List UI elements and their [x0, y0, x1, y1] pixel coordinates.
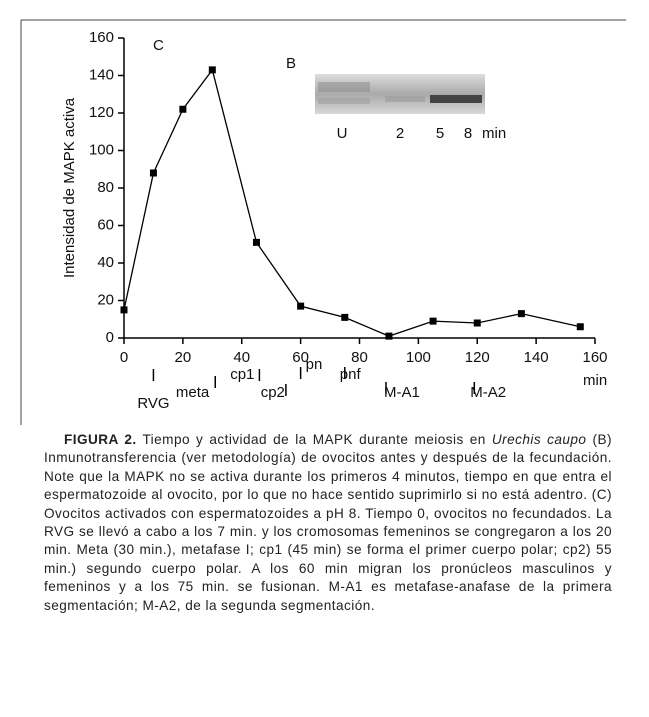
event-label: M-A2 [470, 384, 506, 401]
caption: FIGURA 2. Tiempo y actividad de la MAPK … [44, 431, 612, 615]
y-tick-label: 40 [97, 254, 114, 271]
species: Urechis caupo [491, 432, 587, 447]
data-point [341, 313, 349, 321]
x-tick-label: 0 [120, 349, 128, 366]
event-label: RVG [137, 395, 169, 412]
caption-label: FIGURA 2. [64, 432, 137, 447]
data-point [120, 306, 128, 314]
blot-band [318, 98, 370, 104]
x-tick-label: 60 [292, 349, 309, 366]
y-tick-label: 20 [97, 291, 114, 308]
blot-band [318, 82, 370, 92]
y-tick-label: 100 [89, 141, 114, 158]
y-tick-label: 80 [97, 179, 114, 196]
x-tick-label: 40 [233, 349, 250, 366]
data-point [385, 332, 393, 340]
chart: C B U 2 5 8 min min Intensidad de MAPK a… [20, 19, 626, 425]
data-point [179, 105, 187, 113]
lane-label: 5 [436, 125, 444, 142]
lane-label: 8 [464, 125, 472, 142]
data-point [297, 302, 305, 310]
caption-text: (B) Inmunotransferencia (ver metodología… [44, 432, 613, 613]
panel-label: C [153, 37, 164, 54]
lane-label: 2 [396, 125, 404, 142]
x-tick-label: 140 [524, 349, 549, 366]
data-point [429, 317, 437, 325]
y-tick-label: 120 [89, 104, 114, 121]
y-axis-label: Intensidad de MAPK activa [61, 97, 78, 278]
event-label: pnf [340, 366, 362, 383]
data-line [123, 68, 581, 337]
event-label: pn [306, 356, 323, 373]
inset-label: B [286, 55, 296, 72]
x-tick-label: 100 [406, 349, 431, 366]
x-tick-label: 120 [465, 349, 490, 366]
data-point [576, 323, 584, 331]
lane-unit: min [482, 125, 506, 142]
event-label: meta [176, 384, 210, 401]
data-point [473, 319, 481, 327]
blot-band [385, 96, 425, 102]
data-point [252, 238, 260, 246]
y-tick-label: 160 [89, 29, 114, 46]
blot-band [430, 95, 482, 103]
x-axis-label: min [583, 372, 607, 389]
y-tick-label: 0 [106, 329, 114, 346]
lane-label: U [337, 125, 348, 142]
x-tick-label: 80 [351, 349, 368, 366]
y-tick-label: 60 [97, 216, 114, 233]
data-point [208, 66, 216, 74]
x-tick-label: 160 [582, 349, 607, 366]
caption-text: Tiempo y actividad de la MAPK durante me… [142, 432, 486, 447]
y-tick-label: 140 [89, 66, 114, 83]
event-label: cp2 [261, 384, 285, 401]
event-label: cp1 [230, 366, 254, 383]
event-label: M-A1 [384, 384, 420, 401]
data-point [517, 310, 525, 318]
blot [315, 74, 485, 114]
x-tick-label: 20 [175, 349, 192, 366]
data-point [149, 169, 157, 177]
